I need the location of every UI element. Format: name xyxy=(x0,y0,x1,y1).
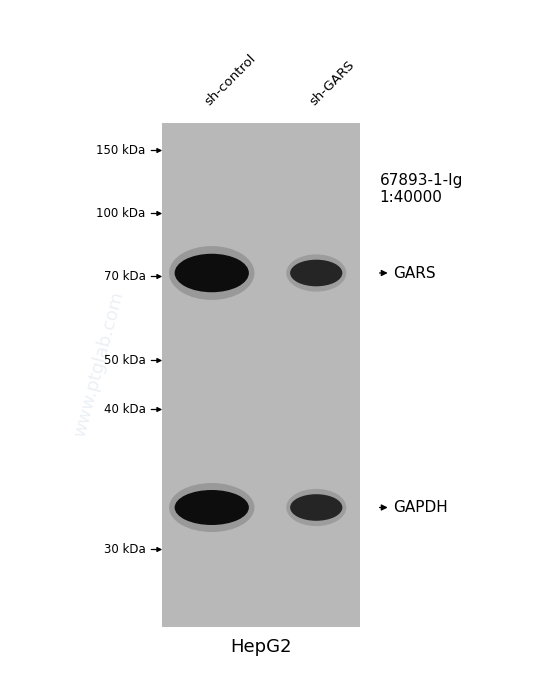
Ellipse shape xyxy=(175,490,249,525)
Ellipse shape xyxy=(290,494,342,521)
Text: 40 kDa: 40 kDa xyxy=(104,403,146,416)
Ellipse shape xyxy=(175,254,249,293)
Text: sh-control: sh-control xyxy=(202,52,258,108)
Ellipse shape xyxy=(169,483,255,532)
Ellipse shape xyxy=(290,260,342,286)
Ellipse shape xyxy=(286,489,346,526)
Ellipse shape xyxy=(286,254,346,292)
Text: 67893-1-Ig
1:40000: 67893-1-Ig 1:40000 xyxy=(379,173,463,205)
Ellipse shape xyxy=(169,246,255,300)
Text: 50 kDa: 50 kDa xyxy=(104,354,146,367)
Bar xyxy=(162,122,360,626)
Text: 70 kDa: 70 kDa xyxy=(104,270,146,283)
Text: sh-GARS: sh-GARS xyxy=(307,59,357,108)
Text: GARS: GARS xyxy=(393,265,436,281)
Text: 150 kDa: 150 kDa xyxy=(96,144,146,157)
Text: 100 kDa: 100 kDa xyxy=(96,207,146,220)
Text: GAPDH: GAPDH xyxy=(393,500,448,515)
Text: HepG2: HepG2 xyxy=(230,638,292,657)
Text: www.ptglab.com: www.ptglab.com xyxy=(71,289,127,439)
Text: 30 kDa: 30 kDa xyxy=(104,543,146,556)
